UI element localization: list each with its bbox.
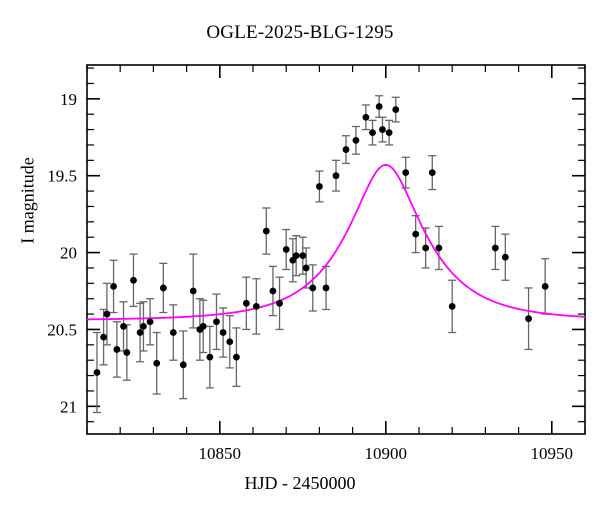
plot-frame bbox=[86, 64, 586, 435]
data-point bbox=[199, 322, 207, 330]
data-point bbox=[491, 244, 499, 252]
y-axis-ticks bbox=[87, 67, 585, 423]
data-point bbox=[269, 287, 277, 295]
data-point bbox=[226, 338, 234, 346]
data-point bbox=[153, 359, 161, 367]
data-point bbox=[332, 172, 340, 180]
data-point bbox=[242, 299, 250, 307]
data-point bbox=[93, 369, 101, 376]
data-point bbox=[392, 106, 400, 113]
data-point bbox=[110, 283, 117, 290]
data-point bbox=[123, 349, 131, 356]
data-point bbox=[428, 169, 436, 177]
y-axis-tick-labels: 19 19.5 20 20.5 21 bbox=[47, 90, 77, 417]
page-title: OGLE-2025-BLG-1295 bbox=[206, 22, 394, 43]
data-point bbox=[292, 252, 300, 260]
data-point bbox=[422, 244, 430, 252]
data-point bbox=[322, 284, 330, 292]
x-axis-label: HJD - 2450000 bbox=[244, 473, 356, 493]
y-tick-label: 21 bbox=[60, 397, 77, 416]
data-point bbox=[140, 322, 147, 330]
data-point bbox=[379, 126, 386, 133]
data-point bbox=[100, 333, 107, 341]
data-point bbox=[299, 252, 307, 260]
data-point bbox=[262, 227, 270, 235]
data-point bbox=[276, 299, 283, 307]
model-curve-group bbox=[87, 163, 585, 321]
data-point bbox=[435, 244, 443, 252]
data-point bbox=[146, 318, 154, 326]
data-point bbox=[412, 230, 420, 238]
data-point bbox=[233, 353, 240, 361]
data-point bbox=[362, 113, 370, 121]
data-point bbox=[525, 315, 532, 323]
x-tick-label: 10850 bbox=[199, 444, 242, 463]
data-point bbox=[213, 318, 220, 326]
data-point bbox=[375, 103, 383, 110]
data-point bbox=[282, 246, 290, 253]
data-point bbox=[402, 169, 410, 177]
errorbar-group bbox=[92, 95, 550, 414]
data-point bbox=[309, 284, 317, 292]
y-tick-label: 20 bbox=[60, 244, 77, 263]
data-point bbox=[541, 283, 549, 290]
x-axis-ticks bbox=[86, 65, 586, 434]
data-point bbox=[179, 361, 187, 369]
data-point bbox=[103, 310, 111, 318]
y-tick-label: 19 bbox=[60, 90, 77, 109]
y-tick-label: 19.5 bbox=[47, 167, 77, 186]
data-point bbox=[113, 346, 121, 353]
data-point-group bbox=[93, 103, 549, 376]
data-point bbox=[352, 136, 360, 144]
data-point bbox=[342, 146, 350, 153]
y-tick-label: 20.5 bbox=[47, 320, 77, 339]
x-axis-tick-labels: 10850 10900 10950 bbox=[199, 444, 573, 463]
data-point bbox=[448, 302, 456, 310]
data-point bbox=[316, 183, 323, 190]
data-point bbox=[159, 284, 167, 292]
data-point bbox=[385, 129, 393, 137]
axes-frame bbox=[86, 64, 586, 435]
data-point bbox=[206, 353, 214, 361]
data-point bbox=[169, 329, 177, 336]
model-curve bbox=[87, 163, 585, 321]
data-point bbox=[369, 129, 376, 137]
data-point bbox=[501, 253, 509, 261]
data-point bbox=[136, 329, 144, 336]
x-tick-label: 10900 bbox=[365, 444, 408, 463]
data-point bbox=[219, 329, 227, 336]
data-point bbox=[130, 276, 137, 284]
data-point bbox=[120, 322, 127, 330]
data-point bbox=[252, 302, 260, 310]
x-tick-label: 10950 bbox=[531, 444, 574, 463]
data-point bbox=[302, 264, 310, 272]
data-point bbox=[189, 287, 197, 295]
